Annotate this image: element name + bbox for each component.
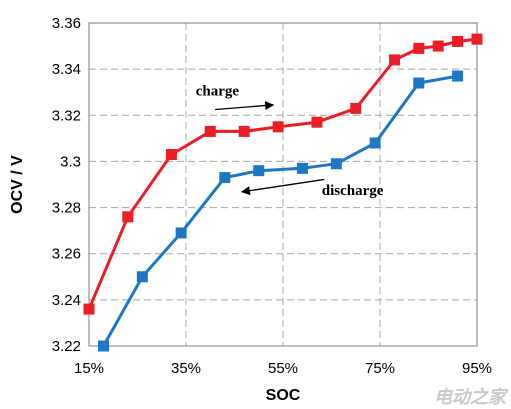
plot-frame [88, 22, 478, 347]
annotation-arrow-charge [215, 101, 275, 111]
data-point-discharge [136, 271, 148, 283]
x-tick-label: 15% [74, 360, 104, 377]
y-axis-title: OCV / V [9, 155, 26, 214]
y-tick-label: 3.28 [52, 200, 81, 217]
data-point-discharge [452, 70, 464, 82]
y-tick-label: 3.36 [52, 15, 81, 32]
data-point-discharge [330, 158, 342, 170]
data-point-discharge [413, 77, 425, 89]
annotation-label-charge: charge [196, 84, 240, 100]
x-tick-label: 95% [462, 360, 492, 377]
x-tick-label: 75% [365, 360, 395, 377]
data-point-discharge [219, 172, 231, 184]
data-point-discharge [98, 340, 110, 352]
data-point-discharge [296, 162, 308, 174]
y-tick-label: 3.24 [52, 292, 81, 309]
x-axis-title: SOC [266, 387, 301, 404]
data-point-discharge [253, 165, 265, 177]
data-point-charge [83, 303, 95, 315]
y-tick-label: 3.26 [52, 246, 81, 263]
data-point-discharge [369, 137, 381, 149]
x-tick-label: 55% [268, 360, 298, 377]
data-point-charge [432, 40, 444, 52]
watermark-logo: 电动之家 [434, 387, 509, 408]
data-point-charge [165, 149, 177, 161]
y-tick-labels: 3.22 3.24 3.26 3.28 3.3 3.32 3.34 3.36 [52, 15, 81, 355]
data-point-discharge [175, 227, 187, 239]
series-group [83, 33, 483, 352]
data-point-charge [350, 102, 362, 114]
data-point-charge [452, 35, 464, 47]
annotations: charge discharge [196, 84, 384, 199]
data-point-charge [471, 33, 483, 45]
data-point-charge [238, 125, 250, 137]
grid-lines [89, 23, 477, 346]
data-point-charge [272, 121, 284, 133]
data-point-charge [311, 116, 323, 128]
data-point-charge [122, 211, 134, 223]
x-tick-labels: 15% 35% 55% 75% 95% [74, 360, 492, 377]
y-tick-label: 3.3 [60, 153, 81, 170]
data-point-charge [204, 125, 216, 137]
annotation-arrow-discharge [240, 178, 325, 196]
x-tick-label: 35% [171, 360, 201, 377]
y-tick-label: 3.32 [52, 107, 81, 124]
y-tick-label: 3.34 [52, 61, 81, 78]
series-line-discharge [102, 74, 458, 347]
data-point-charge [389, 54, 401, 66]
y-tick-label: 3.22 [52, 338, 81, 355]
annotation-label-discharge: discharge [322, 183, 384, 199]
data-point-charge [413, 42, 425, 54]
